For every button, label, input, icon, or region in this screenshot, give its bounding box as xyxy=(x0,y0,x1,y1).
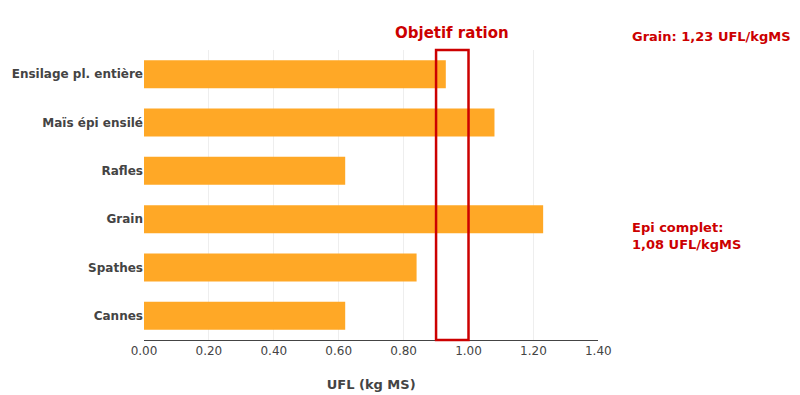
svg-text:Cannes: Cannes xyxy=(94,309,143,323)
svg-text:Epi complet:1,08 UFL/kgMS: Epi complet:1,08 UFL/kgMS xyxy=(632,220,741,252)
svg-text:Ensilage pl. entière: Ensilage pl. entière xyxy=(12,67,143,81)
svg-text:0.60: 0.60 xyxy=(325,344,352,358)
svg-text:Spathes: Spathes xyxy=(88,261,143,275)
svg-text:1.00: 1.00 xyxy=(455,344,482,358)
svg-text:0.00: 0.00 xyxy=(131,344,158,358)
svg-text:Objetif ration: Objetif ration xyxy=(395,24,509,42)
svg-text:Grain: Grain xyxy=(106,212,143,226)
svg-text:Maïs épi ensilé: Maïs épi ensilé xyxy=(42,116,143,130)
svg-text:1.40: 1.40 xyxy=(585,344,612,358)
svg-text:0.20: 0.20 xyxy=(196,344,223,358)
svg-text:Grain: 1,23 UFL/kgMS: Grain: 1,23 UFL/kgMS xyxy=(632,29,791,44)
svg-text:UFL (kg MS): UFL (kg MS) xyxy=(327,377,416,392)
svg-text:0.40: 0.40 xyxy=(260,344,287,358)
svg-text:Rafles: Rafles xyxy=(101,164,143,178)
svg-text:0.80: 0.80 xyxy=(390,344,417,358)
svg-text:1.20: 1.20 xyxy=(520,344,547,358)
